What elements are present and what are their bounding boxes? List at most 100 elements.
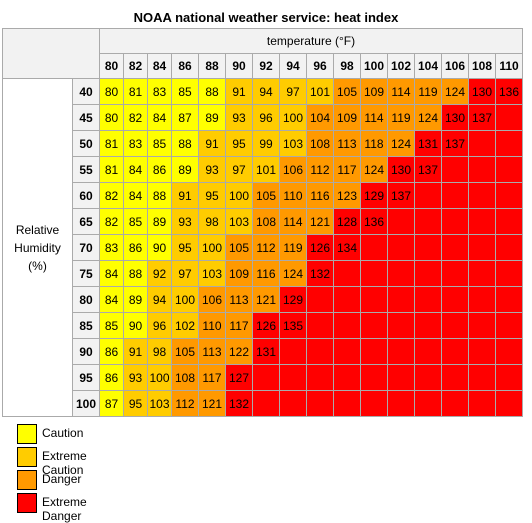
heat-index-cell: 136 xyxy=(495,78,523,105)
heat-index-cell: 81 xyxy=(99,130,124,157)
temperature-tick: 82 xyxy=(123,53,148,79)
heat-index-cell xyxy=(414,234,442,261)
heat-index-cell xyxy=(495,312,523,339)
heat-index-cell: 104 xyxy=(306,104,334,131)
heat-index-cell xyxy=(333,260,361,287)
heat-index-cell: 90 xyxy=(147,234,172,261)
heat-index-cell: 86 xyxy=(123,234,148,261)
heat-index-cell: 105 xyxy=(252,182,280,209)
table-row: 100 87 95 103 112 121 132 xyxy=(3,390,523,417)
heat-index-cell xyxy=(252,364,280,391)
heat-index-cell xyxy=(495,208,523,235)
heat-index-cell: 108 xyxy=(306,130,334,157)
heat-index-cell xyxy=(387,208,415,235)
heat-index-cell xyxy=(441,234,469,261)
heat-index-cell: 105 xyxy=(225,234,253,261)
heat-index-cell: 137 xyxy=(468,104,496,131)
heat-index-cell xyxy=(414,208,442,235)
heat-index-cell xyxy=(279,364,307,391)
temperature-tick: 86 xyxy=(171,53,199,79)
heat-index-cell: 103 xyxy=(279,130,307,157)
heat-index-cell: 88 xyxy=(123,260,148,287)
heat-index-cell: 126 xyxy=(306,234,334,261)
humidity-tick: 45 xyxy=(72,104,100,131)
temperature-tick: 100 xyxy=(360,53,388,79)
humidity-tick: 90 xyxy=(72,338,100,365)
humidity-tick: 50 xyxy=(72,130,100,157)
heat-index-cell xyxy=(495,338,523,365)
heat-index-cell: 88 xyxy=(147,182,172,209)
heat-index-cell: 108 xyxy=(252,208,280,235)
heat-index-cell xyxy=(468,156,496,183)
heat-index-cell xyxy=(306,312,334,339)
heat-index-cell: 124 xyxy=(441,78,469,105)
heat-index-cell: 93 xyxy=(198,156,226,183)
heat-index-cell: 116 xyxy=(252,260,280,287)
heat-index-cell: 80 xyxy=(99,78,124,105)
temperature-tick: 110 xyxy=(495,53,523,79)
heat-index-cell xyxy=(468,234,496,261)
heat-index-cell xyxy=(387,234,415,261)
heat-index-cell: 85 xyxy=(171,78,199,105)
heat-index-cell xyxy=(441,312,469,339)
heat-index-cell xyxy=(468,182,496,209)
heat-index-cell: 113 xyxy=(333,130,361,157)
heat-index-cell xyxy=(495,260,523,287)
heat-index-cell: 124 xyxy=(279,260,307,287)
heat-index-cell: 121 xyxy=(252,286,280,313)
heat-index-cell: 93 xyxy=(123,364,148,391)
heat-index-cell xyxy=(360,390,388,417)
heat-index-cell: 132 xyxy=(225,390,253,417)
heat-index-cell: 121 xyxy=(198,390,226,417)
heat-index-cell: 100 xyxy=(198,234,226,261)
heat-index-cell xyxy=(333,390,361,417)
heat-index-cell: 95 xyxy=(198,182,226,209)
heat-index-cell xyxy=(414,312,442,339)
heat-index-cell: 109 xyxy=(333,104,361,131)
heat-index-cell: 98 xyxy=(198,208,226,235)
humidity-tick: 55 xyxy=(72,156,100,183)
temperature-tick: 80 xyxy=(99,53,124,79)
temperature-tick: 108 xyxy=(468,53,496,79)
heat-index-cell xyxy=(468,208,496,235)
heat-index-cell: 128 xyxy=(333,208,361,235)
heat-index-cell: 114 xyxy=(279,208,307,235)
heat-index-cell: 87 xyxy=(99,390,124,417)
heat-index-cell: 83 xyxy=(147,78,172,105)
heat-index-cell: 98 xyxy=(147,338,172,365)
heat-index-cell: 113 xyxy=(225,286,253,313)
heat-index-cell: 82 xyxy=(99,182,124,209)
heat-index-cell xyxy=(306,390,334,417)
heat-index-cell xyxy=(279,390,307,417)
heat-index-cell: 84 xyxy=(99,260,124,287)
heat-index-cell: 86 xyxy=(99,338,124,365)
heat-index-cell xyxy=(441,208,469,235)
heat-index-cell: 94 xyxy=(147,286,172,313)
heat-index-cell: 134 xyxy=(333,234,361,261)
humidity-tick: 60 xyxy=(72,182,100,209)
heat-index-cell xyxy=(495,156,523,183)
heat-index-cell: 87 xyxy=(171,104,199,131)
heat-index-cell xyxy=(360,234,388,261)
heat-index-cell: 85 xyxy=(99,312,124,339)
heat-index-cell xyxy=(495,104,523,131)
heat-index-cell: 114 xyxy=(387,78,415,105)
heat-index-cell: 90 xyxy=(123,312,148,339)
heat-index-cell xyxy=(414,260,442,287)
heat-index-cell: 95 xyxy=(123,390,148,417)
heat-index-cell xyxy=(333,312,361,339)
heat-index-cell: 89 xyxy=(171,156,199,183)
heat-index-cell xyxy=(468,130,496,157)
heat-index-cell xyxy=(468,312,496,339)
heat-index-cell: 129 xyxy=(360,182,388,209)
heat-index-cell: 85 xyxy=(123,208,148,235)
heat-index-cell xyxy=(414,390,442,417)
legend-label: Danger xyxy=(42,472,82,486)
table-row: 85 85 90 96 102 110 117 126 135 xyxy=(3,312,523,339)
heat-index-cell: 82 xyxy=(123,104,148,131)
heat-index-cell xyxy=(441,260,469,287)
heat-index-cell: 119 xyxy=(387,104,415,131)
table-row: 90 86 91 98 105 113 122 131 xyxy=(3,338,523,365)
heat-index-cell: 84 xyxy=(99,286,124,313)
heat-index-cell xyxy=(387,260,415,287)
